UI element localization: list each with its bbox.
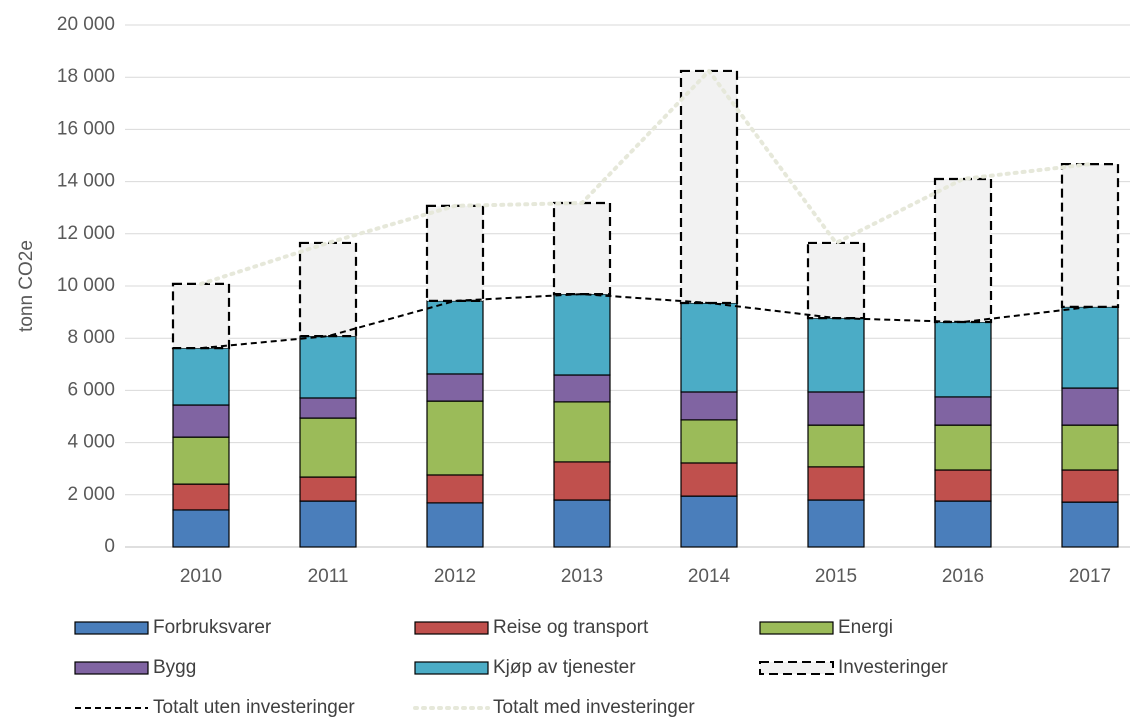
total-line (199, 67, 1092, 286)
bar-segment (299, 417, 357, 478)
bar-segment (679, 69, 739, 305)
legend-swatch (74, 661, 149, 675)
bar-segment (553, 293, 611, 376)
x-tick-label: 2011 (308, 566, 349, 587)
bar-segment (680, 302, 738, 393)
bar-segment (933, 177, 993, 324)
bar-segment (680, 391, 738, 421)
bar-segment (1061, 306, 1119, 389)
bar-segment (172, 509, 230, 548)
bar-segment (299, 500, 357, 548)
bar-segment (934, 500, 992, 548)
legend-swatch (74, 621, 149, 635)
bar-segment (425, 204, 485, 302)
bar-segment (807, 466, 865, 501)
bar-segment (172, 436, 230, 485)
x-tick-label: 2017 (1069, 566, 1111, 587)
bar-segment (426, 502, 484, 548)
bar-segment (807, 499, 865, 548)
y-tick-label: 14 000 (57, 171, 115, 192)
bar-segment (807, 317, 865, 393)
legend-label: Forbruksvarer (153, 617, 272, 638)
y-tick-label: 12 000 (57, 223, 115, 244)
legend-label: Totalt med investeringer (493, 697, 695, 718)
x-tick-label: 2010 (180, 566, 222, 587)
bar-segment (807, 391, 865, 426)
legend-swatch (759, 661, 834, 675)
bar-segment (172, 483, 230, 511)
bar-segment (426, 474, 484, 504)
bar-segment (298, 241, 358, 338)
y-tick-label: 18 000 (57, 66, 115, 87)
y-tick-label: 8 000 (67, 327, 115, 348)
y-tick-label: 20 000 (57, 14, 115, 35)
bar-segment (807, 424, 865, 468)
legend-label: Kjøp av tjenester (493, 657, 636, 678)
bar-segment (172, 347, 230, 406)
legend-label: Investeringer (838, 657, 949, 678)
bar-segment (299, 397, 357, 419)
bar-segment (680, 495, 738, 548)
bar-segment (171, 282, 231, 350)
bar-segment (426, 373, 484, 402)
bar-segment (426, 400, 484, 476)
bar-segment (1061, 424, 1119, 471)
legend-label: Bygg (153, 657, 196, 678)
bar-segment (299, 476, 357, 502)
x-tick-label: 2015 (815, 566, 857, 587)
legend-label: Totalt uten investeringer (153, 697, 355, 718)
bar-segment (1061, 387, 1119, 426)
bar-segment (1061, 501, 1119, 548)
legend-swatch (759, 621, 834, 635)
bar-segment (680, 419, 738, 464)
bar-segment (934, 396, 992, 426)
bar-segment (553, 374, 611, 403)
bar-segment (934, 469, 992, 502)
x-tick-label: 2016 (942, 566, 984, 587)
total-line (200, 293, 1091, 350)
x-tick-label: 2012 (434, 566, 476, 587)
bar-segment (552, 201, 612, 296)
y-axis-label: tonn CO2e (16, 240, 37, 332)
bar-segment (426, 300, 484, 375)
legend-swatch (414, 661, 489, 675)
legend-label: Energi (838, 617, 893, 638)
y-tick-label: 2 000 (67, 484, 115, 505)
bar-segment (553, 401, 611, 463)
bar-segment (680, 462, 738, 497)
x-tick-label: 2014 (688, 566, 731, 587)
bar-segment (172, 404, 230, 438)
bar-segment (1061, 469, 1119, 503)
x-tick-label: 2013 (561, 566, 603, 587)
bar-segment (934, 424, 992, 471)
bar-segment (806, 241, 866, 320)
y-tick-label: 16 000 (57, 118, 115, 139)
y-tick-label: 4 000 (67, 432, 115, 453)
y-tick-label: 10 000 (57, 275, 115, 296)
y-tick-label: 6 000 (67, 379, 115, 400)
bar-segment (299, 335, 357, 399)
bar-segment (553, 499, 611, 548)
legend-label: Reise og transport (493, 617, 649, 638)
y-tick-label: 0 (104, 536, 115, 557)
legend-swatch (414, 621, 489, 635)
bar-segment (1060, 163, 1120, 308)
bar-segment (553, 461, 611, 501)
bar-segment (934, 321, 992, 398)
